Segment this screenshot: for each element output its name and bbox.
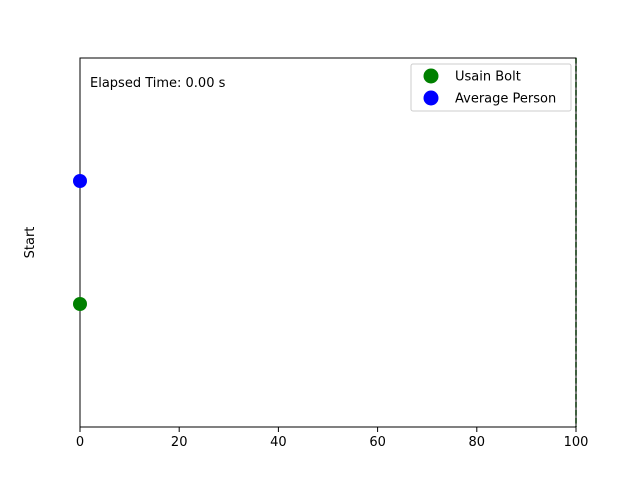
x-axis-ticks: 0 20 40 60 80 100 xyxy=(76,427,589,450)
x-tick-label: 100 xyxy=(564,435,589,450)
legend: Usain Bolt Average Person xyxy=(410,63,572,112)
runner-point xyxy=(73,297,87,311)
x-tick-label: 60 xyxy=(369,435,386,450)
legend-frame xyxy=(410,63,572,112)
legend-label: Average Person xyxy=(455,92,556,107)
x-tick-label: 40 xyxy=(270,435,287,450)
y-axis-label: Start xyxy=(23,227,38,259)
legend-label: Usain Bolt xyxy=(455,70,521,85)
axes-frame xyxy=(79,57,577,428)
runner-point xyxy=(73,174,87,188)
elapsed-time-annotation: Elapsed Time: 0.00 s xyxy=(90,76,226,91)
runner-points xyxy=(73,174,87,311)
x-tick-label: 0 xyxy=(76,435,84,450)
x-tick-label: 80 xyxy=(469,435,486,450)
x-tick-label: 20 xyxy=(171,435,188,450)
legend-marker xyxy=(423,68,439,84)
legend-marker xyxy=(423,90,439,106)
